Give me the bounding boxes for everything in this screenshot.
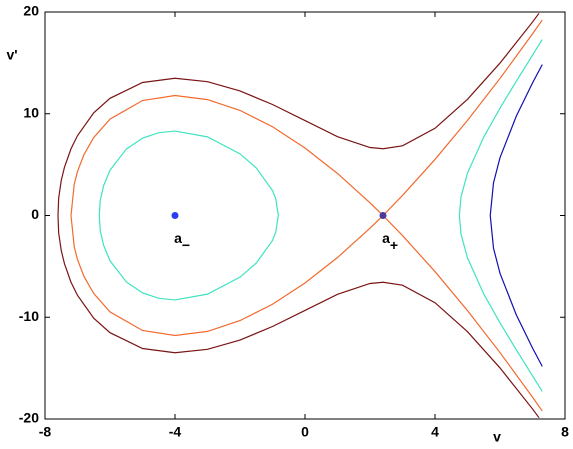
curve <box>70 19 543 412</box>
fixed-point <box>171 212 179 219</box>
y-axis-label: v' <box>6 47 17 63</box>
y-tick-label: -10 <box>19 308 39 324</box>
x-tick-label: 4 <box>431 424 439 440</box>
x-tick-label: 8 <box>561 424 569 440</box>
y-tick-label: 20 <box>23 3 39 19</box>
point-label-subscript: + <box>390 237 398 253</box>
point-label: a <box>382 230 390 246</box>
x-tick-label: 0 <box>301 424 309 440</box>
curves <box>57 12 543 419</box>
y-tick-label: 0 <box>31 206 39 222</box>
x-axis-label: v <box>493 429 501 445</box>
curve <box>57 12 540 419</box>
point-label: a <box>174 230 182 246</box>
y-tick-label: -20 <box>19 410 39 426</box>
curve <box>489 64 543 367</box>
plot-frame <box>44 11 566 420</box>
curve <box>98 39 543 392</box>
x-tick-label: -4 <box>169 424 182 440</box>
fixed-point <box>379 212 387 219</box>
x-tick-label: -8 <box>39 424 52 440</box>
point-label-subscript: − <box>182 237 190 253</box>
y-tick-label: 10 <box>23 104 39 120</box>
